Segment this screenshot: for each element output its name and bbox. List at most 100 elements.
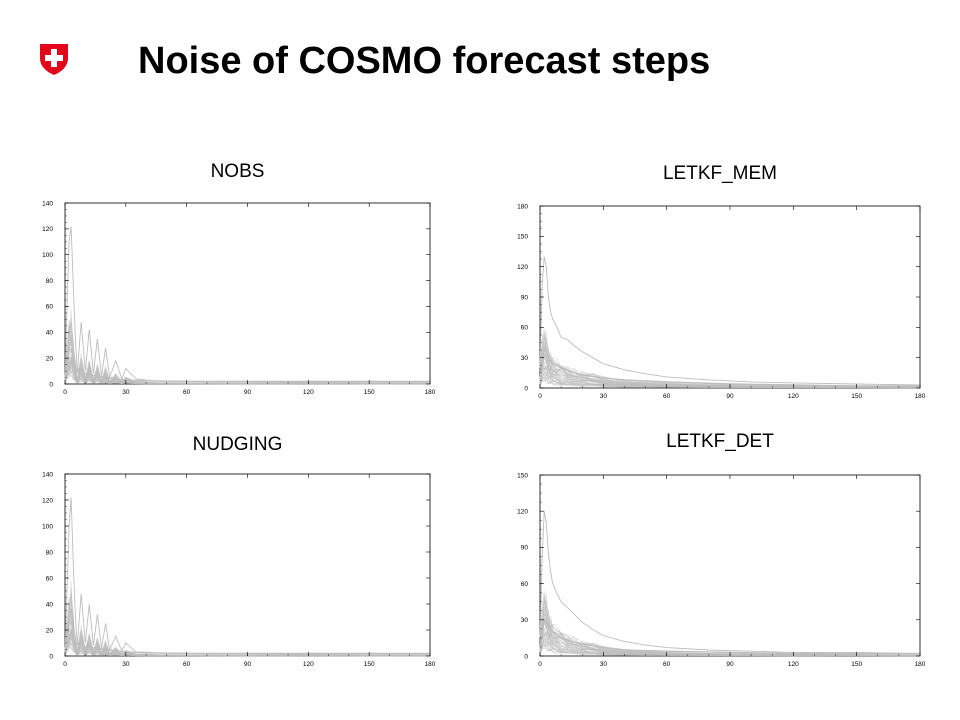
y-tick-label: 100 [42, 252, 53, 259]
x-tick-label: 90 [726, 661, 734, 668]
y-tick-label: 80 [46, 549, 54, 556]
noise-line [64, 342, 430, 385]
x-tick-label: 150 [851, 393, 862, 400]
x-tick-label: 30 [600, 393, 608, 400]
series-line [64, 632, 430, 655]
series-line [539, 511, 921, 655]
y-tick-label: 90 [521, 545, 529, 552]
x-tick-label: 150 [364, 389, 375, 396]
x-tick-label: 120 [303, 389, 314, 396]
x-tick-label: 60 [663, 661, 671, 668]
noise-line [64, 336, 431, 385]
noise-line [64, 324, 431, 384]
noise-line [64, 597, 431, 656]
noise-line [539, 605, 921, 656]
plot-frame [64, 202, 431, 385]
x-tick-label: 90 [244, 389, 252, 396]
noise-line [64, 620, 431, 656]
noise-band [64, 581, 431, 657]
x-tick-label: 90 [244, 661, 252, 668]
x-tick-label: 30 [122, 661, 130, 668]
chart-plot-nobs: 0 30 60 90 120 150 180 0 20 40 60 80 100 120 140 [42, 200, 436, 396]
x-tick-label: 120 [788, 393, 799, 400]
y-tick-label: 40 [46, 330, 54, 337]
x-tick-label: 180 [425, 389, 436, 396]
x-tick-label: 90 [726, 393, 734, 400]
y-tick-label: 30 [521, 617, 529, 624]
y-tick-label: 20 [46, 355, 54, 362]
x-tick-label: 60 [183, 389, 191, 396]
x-tick-label: 0 [538, 661, 542, 668]
y-tick-label: 140 [42, 200, 53, 207]
noise-line [64, 330, 430, 384]
noise-line [64, 601, 430, 656]
logo-cross-horizontal [45, 55, 63, 61]
y-tick-label: 100 [42, 523, 53, 530]
x-tick-label: 60 [183, 661, 191, 668]
x-tick-label: 150 [364, 661, 375, 668]
y-tick-label: 30 [521, 355, 529, 362]
y-tick-label: 180 [517, 203, 528, 210]
noise-line [64, 603, 431, 656]
chart-plot-letkf-mem: 0 30 60 90 120 150 180 0 30 60 90 120 150 180 [517, 203, 926, 400]
noise-line [64, 607, 431, 656]
y-tick-label: 120 [517, 509, 528, 516]
x-tick-label: 0 [63, 661, 67, 668]
noise-line [64, 581, 431, 656]
noise-line [64, 346, 431, 384]
noise-line [64, 339, 431, 384]
x-tick-label: 0 [63, 389, 67, 396]
y-tick-label: 0 [524, 653, 528, 660]
y-tick-label: 60 [46, 304, 54, 311]
y-tick-label: 0 [49, 653, 53, 660]
noise-line [64, 345, 431, 384]
series-line [539, 256, 921, 386]
y-tick-label: 150 [517, 472, 528, 479]
x-tick-label: 180 [915, 661, 926, 668]
x-tick-label: 180 [425, 661, 436, 668]
noise-line [64, 323, 431, 384]
series-line [64, 497, 430, 655]
noise-line [64, 343, 431, 385]
y-tick-label: 60 [521, 581, 529, 588]
y-tick-label: 0 [524, 385, 528, 392]
noise-line [64, 602, 430, 656]
x-tick-label: 180 [915, 393, 926, 400]
series-line [64, 360, 430, 383]
x-tick-label: 30 [122, 389, 130, 396]
page-title: Noise of COSMO forecast steps [138, 40, 711, 82]
y-tick-label: 40 [46, 601, 54, 608]
series-line [64, 226, 430, 383]
y-tick-label: 90 [521, 294, 529, 301]
noise-line [64, 319, 431, 384]
chart-title: NOBS [210, 161, 265, 182]
noise-line [64, 336, 431, 384]
noise-line [64, 615, 431, 657]
noise-line [539, 335, 921, 387]
noise-line [64, 615, 430, 657]
chart-title: NUDGING [192, 434, 283, 455]
noise-line [64, 347, 430, 384]
chart-title: LETKF_MEM [662, 163, 778, 184]
y-tick-label: 60 [521, 325, 529, 332]
noise-line [64, 611, 431, 656]
noise-line [64, 621, 430, 656]
noise-line [539, 593, 921, 656]
swiss-cross-icon [40, 44, 68, 75]
x-tick-label: 30 [600, 661, 608, 668]
chart-nobs: NOBS 0 30 60 90 120 150 180 0 20 40 60 80 100 120 140 [30, 158, 445, 408]
plot-frame [539, 205, 921, 389]
noise-line [64, 323, 431, 384]
noise-line [64, 621, 431, 656]
chart-plot-nudging: 0 30 60 90 120 150 180 0 20 40 60 80 100 120 140 [42, 471, 436, 668]
series-line [539, 617, 920, 655]
y-tick-label: 140 [42, 471, 53, 478]
noise-line [64, 330, 430, 384]
y-tick-label: 120 [42, 497, 53, 504]
chart-nudging: NUDGING 0 30 60 90 120 150 180 0 20 40 60 80 100 120 1… [30, 432, 445, 682]
noise-band [539, 328, 921, 389]
y-tick-label: 60 [46, 575, 54, 582]
y-tick-label: 120 [42, 226, 53, 233]
chart-plot-letkf-det: 0 30 60 90 120 150 180 0 30 60 90 120 150 [517, 472, 926, 668]
x-tick-label: 0 [538, 393, 542, 400]
